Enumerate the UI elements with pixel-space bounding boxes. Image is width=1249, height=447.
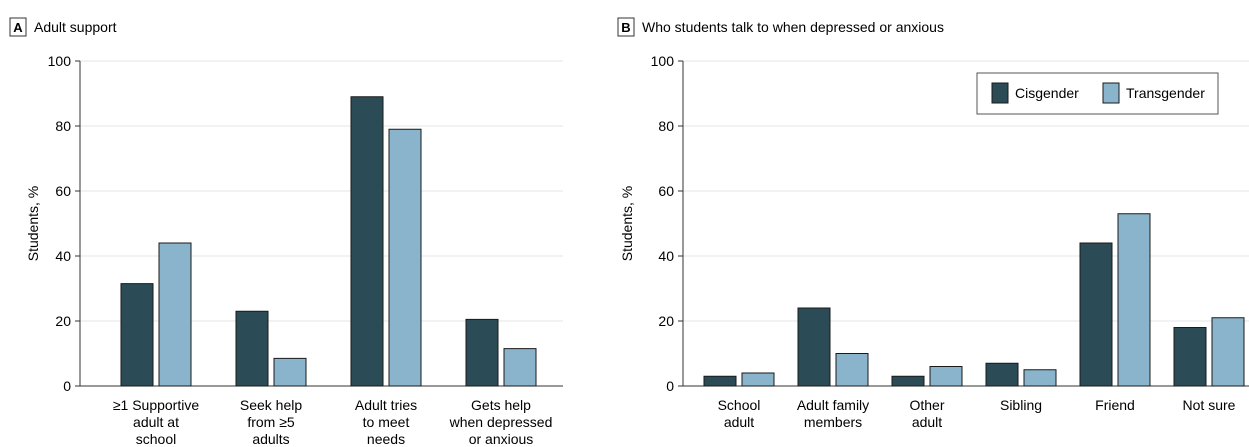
x-category-label: Gets help [471,397,531,413]
panel-b-header: B Who students talk to when depressed or… [617,17,944,37]
panel-a-title: Adult support [34,19,117,35]
x-category-label: adult [912,414,942,430]
y-tick-label: 20 [55,313,71,329]
bar-transgender [835,353,869,387]
x-category-label: when depressed [449,414,553,430]
bar-transgender [929,366,963,387]
bar-cisgender [350,96,384,387]
bar-cisgender [797,307,831,387]
legend-label-cisgender: Cisgender [1015,85,1079,101]
panel-a-letter: A [13,20,23,35]
bar-transgender [158,242,192,387]
bar-transgender [741,372,775,387]
x-category-label: Seek help [240,397,302,413]
panel-b-letter: B [621,20,630,35]
bar-cisgender [1173,327,1207,387]
bar-transgender [1117,213,1151,387]
x-category-label: school [136,431,176,447]
x-category-label: Friend [1095,397,1135,413]
y-tick-label: 80 [55,118,71,134]
legend-box [976,72,1219,115]
legend-label-transgender: Transgender [1126,85,1205,101]
x-category-label: Adult tries [355,397,417,413]
x-category-label: to meet [363,414,410,430]
panel-a-letter-box [9,17,27,37]
x-category-label: adult [724,414,754,430]
legend: Cisgender Transgender [976,72,1219,115]
bar-cisgender [235,310,269,387]
panel-b-letter-box [617,17,635,37]
x-category-label: Adult family [797,397,869,413]
x-category-label: Sibling [1000,397,1042,413]
y-tick-label: 20 [658,313,674,329]
y-tick-label: 100 [48,53,72,69]
bar-transgender [273,357,307,387]
x-category-label: adults [252,431,289,447]
x-category-label: members [804,414,862,430]
x-category-label: or anxious [469,431,534,447]
bar-transgender [388,128,422,387]
x-category-label: Other [909,397,944,413]
y-tick-label: 60 [658,183,674,199]
y-axis-label: Students, % [619,186,635,262]
bar-cisgender [985,362,1019,387]
panel-a-header: A Adult support [9,17,117,37]
x-category-label: Not sure [1183,397,1236,413]
x-category-label: needs [367,431,405,447]
bar-transgender [503,348,537,387]
x-category-label: ≥1 Supportive [113,397,200,413]
panel-b-title: Who students talk to when depressed or a… [642,19,944,35]
y-tick-label: 60 [55,183,71,199]
y-tick-label: 0 [666,378,674,394]
bar-cisgender [703,375,737,387]
bar-transgender [1211,317,1245,387]
bar-cisgender [120,283,154,387]
bar-cisgender [1079,242,1113,387]
bar-cisgender [891,375,925,387]
y-axis-label: Students, % [25,186,41,262]
bar-transgender [1023,369,1057,387]
y-tick-label: 100 [651,53,675,69]
y-tick-label: 0 [63,378,71,394]
x-category-label: from ≥5 [247,414,295,430]
legend-swatch-transgender [1102,82,1120,104]
legend-swatch-cisgender [991,82,1009,104]
y-tick-label: 40 [658,248,674,264]
x-category-label: adult at [133,414,179,430]
y-tick-label: 40 [55,248,71,264]
bar-cisgender [465,318,499,387]
x-category-label: School [718,397,761,413]
y-tick-label: 80 [658,118,674,134]
